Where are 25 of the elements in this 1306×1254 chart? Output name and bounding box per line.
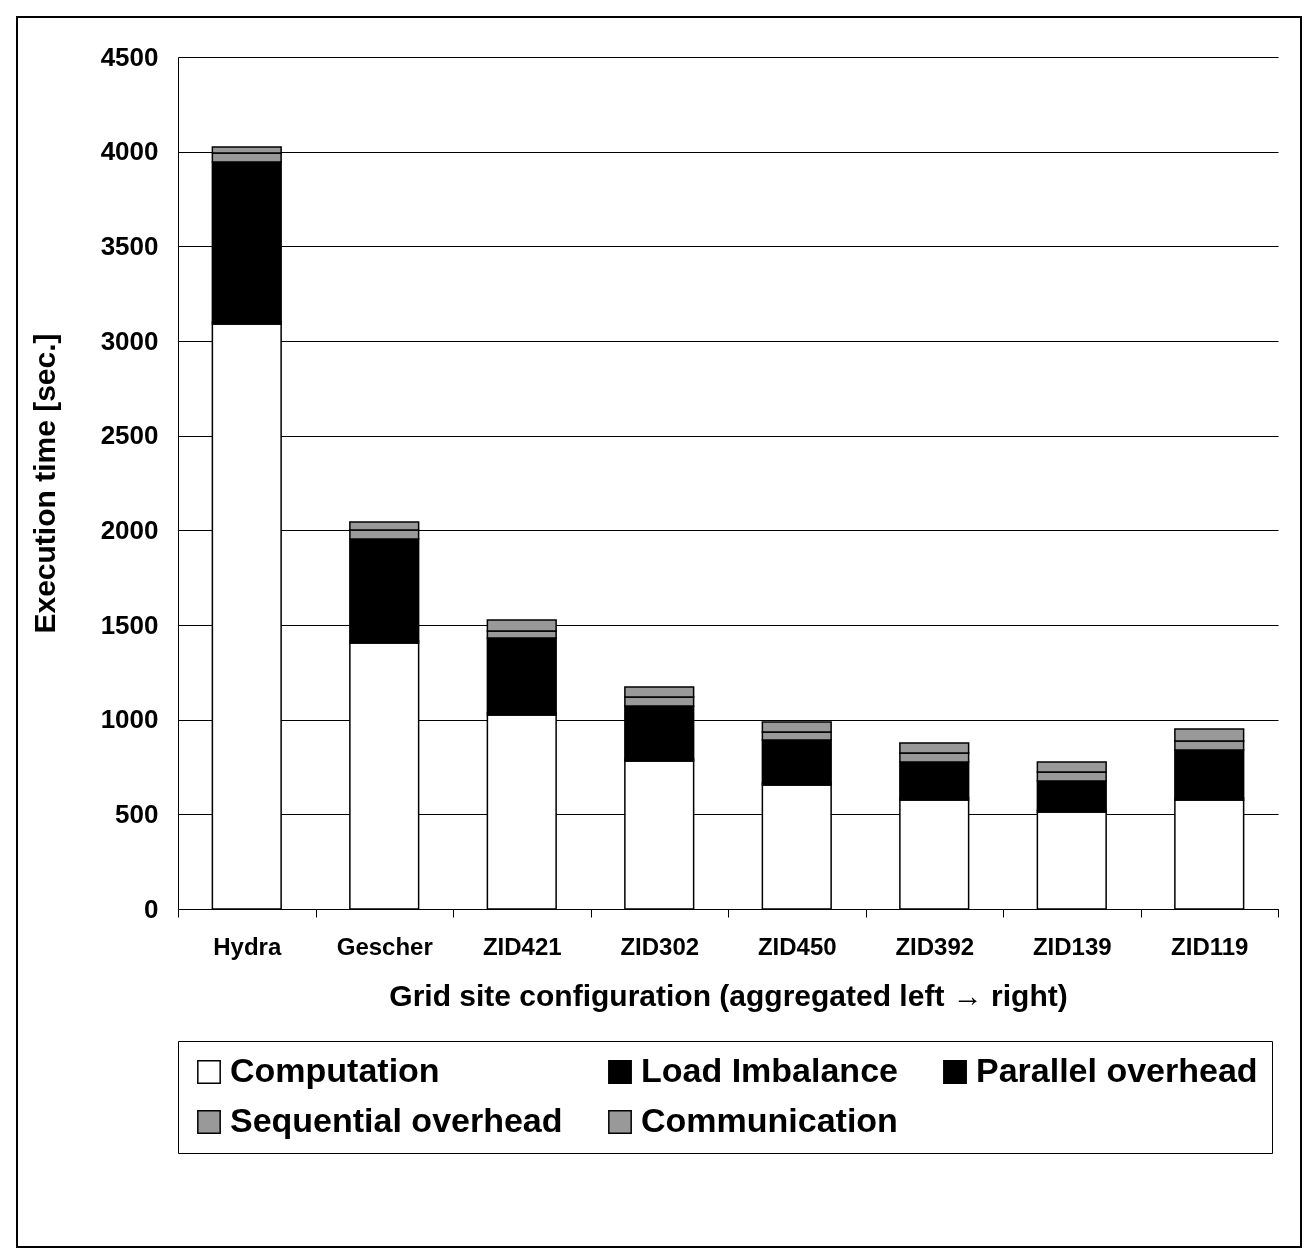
- legend-label: Communication: [641, 1101, 898, 1139]
- y-tick-label: 2000: [100, 514, 159, 545]
- legend-label: Sequential overhead: [230, 1101, 563, 1139]
- legend-label: Parallel overhead: [976, 1051, 1258, 1089]
- y-tick-label: 2500: [100, 420, 159, 451]
- y-tick-label: 1000: [100, 704, 159, 735]
- x-tick-label: Gescher: [336, 932, 433, 960]
- y-tick-label: 4000: [100, 136, 159, 167]
- x-tick-label: ZID302: [620, 932, 700, 960]
- x-tick-label: ZID119: [1171, 932, 1249, 960]
- y-tick-label: 1500: [100, 609, 159, 640]
- y-tick-label: 500: [115, 798, 159, 829]
- legend-label: Load Imbalance: [641, 1051, 898, 1089]
- x-tick-label: ZID421: [482, 932, 562, 960]
- y-tick-label: 4500: [100, 41, 159, 72]
- x-axis-title: Grid site configuration (aggregated left → right): [389, 978, 1068, 1012]
- legend-label: Computation: [230, 1051, 440, 1089]
- y-tick-label: 0: [144, 893, 159, 924]
- y-axis-title: Execution time [sec.]: [27, 333, 61, 634]
- x-tick-label: ZID392: [895, 932, 975, 960]
- x-tick-label: ZID450: [757, 932, 837, 960]
- x-tick-label: Hydra: [213, 932, 282, 960]
- y-tick-label: 3500: [100, 230, 159, 261]
- y-tick-label: 3000: [100, 325, 159, 356]
- x-tick-label: ZID139: [1032, 932, 1112, 960]
